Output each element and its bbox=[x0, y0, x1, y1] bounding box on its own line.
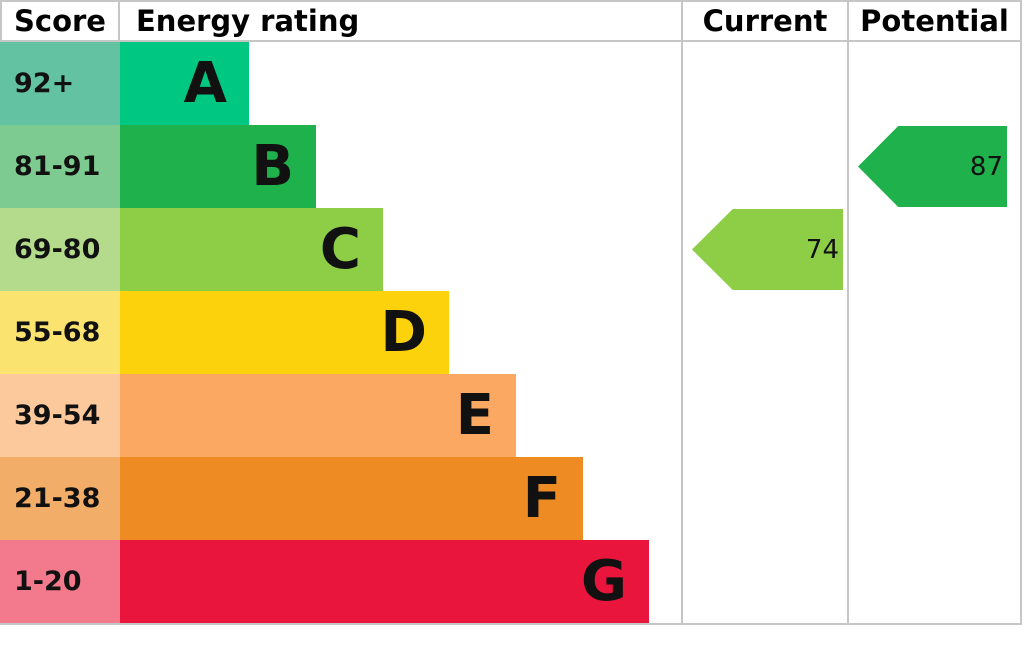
header-potential: Potential bbox=[860, 4, 1009, 38]
band-row-b: 81-91 B bbox=[0, 125, 1022, 208]
header-score: Score bbox=[14, 4, 106, 38]
band-row-a: 92+ A bbox=[0, 42, 1022, 125]
rating-bar-d: D bbox=[120, 291, 449, 374]
table-top-border bbox=[0, 0, 1022, 2]
header-bottom-border bbox=[0, 40, 1022, 42]
score-range-cell: 21-38 bbox=[0, 457, 120, 540]
rating-bar-c: C bbox=[120, 208, 383, 291]
potential-rating-value: 87 bbox=[969, 151, 1003, 182]
header-current: Current bbox=[702, 4, 828, 38]
table-bottom-border bbox=[0, 623, 1022, 625]
score-range-cell: 81-91 bbox=[0, 125, 120, 208]
rating-bar-a: A bbox=[120, 42, 249, 125]
band-row-d: 55-68 D bbox=[0, 291, 1022, 374]
rating-bar-g: G bbox=[120, 540, 649, 623]
rating-bar-f: F bbox=[120, 457, 583, 540]
current-column-divider bbox=[681, 0, 683, 625]
current-rating-value: 74 bbox=[805, 234, 839, 265]
table-right-border bbox=[1020, 0, 1022, 625]
band-row-f: 21-38 F bbox=[0, 457, 1022, 540]
rating-bar-b: B bbox=[120, 125, 316, 208]
band-row-c: 69-80 C bbox=[0, 208, 1022, 291]
score-column-divider bbox=[118, 0, 120, 42]
rating-bands: 92+ A 81-91 B 69-80 C 55-68 D 39-54 E 21… bbox=[0, 42, 1022, 623]
score-range-cell: 39-54 bbox=[0, 374, 120, 457]
rating-bar-e: E bbox=[120, 374, 516, 457]
score-range-cell: 1-20 bbox=[0, 540, 120, 623]
header-left-border bbox=[0, 0, 2, 42]
score-range-cell: 69-80 bbox=[0, 208, 120, 291]
header-energy-rating: Energy rating bbox=[136, 4, 360, 38]
potential-column-divider bbox=[847, 0, 849, 625]
score-range-cell: 55-68 bbox=[0, 291, 120, 374]
band-row-e: 39-54 E bbox=[0, 374, 1022, 457]
score-range-cell: 92+ bbox=[0, 42, 120, 125]
band-row-g: 1-20 G bbox=[0, 540, 1022, 623]
